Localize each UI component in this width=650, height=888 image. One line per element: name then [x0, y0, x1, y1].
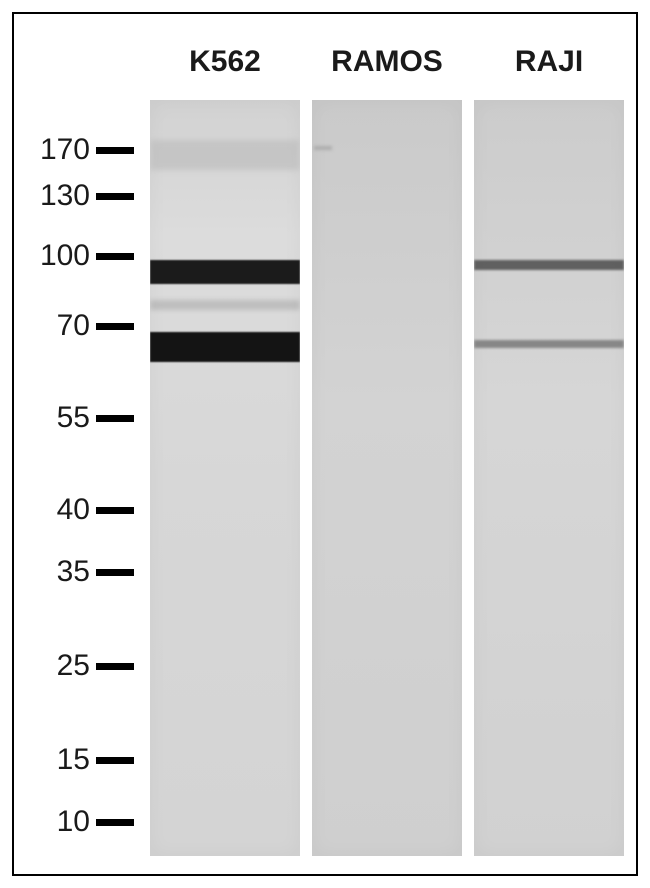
lane-label-k562: K562: [150, 45, 300, 79]
ladder-marker: 25: [24, 651, 134, 681]
band: [150, 140, 300, 170]
ladder-label: 15: [24, 745, 90, 775]
lane-label-ramos: RAMOS: [312, 45, 462, 79]
ladder-label: 35: [24, 557, 90, 587]
lane-raji: [474, 100, 624, 856]
ladder-marker: 130: [24, 181, 134, 211]
lane-k562: [150, 100, 300, 856]
lane-label-raji: RAJI: [474, 45, 624, 79]
band: [474, 260, 624, 270]
band: [314, 146, 332, 150]
ladder-tick: [96, 415, 134, 422]
band: [150, 260, 300, 284]
ladder-marker: 70: [24, 311, 134, 341]
lane-ramos: [312, 100, 462, 856]
band: [474, 340, 624, 348]
ladder-marker: 100: [24, 241, 134, 271]
band: [150, 332, 300, 362]
ladder-tick: [96, 663, 134, 670]
ladder-marker: 40: [24, 495, 134, 525]
ladder-tick: [96, 323, 134, 330]
ladder-tick: [96, 253, 134, 260]
ladder-marker: 10: [24, 807, 134, 837]
ladder-marker: 15: [24, 745, 134, 775]
ladder-tick: [96, 507, 134, 514]
ladder-label: 170: [24, 135, 90, 165]
ladder-tick: [96, 193, 134, 200]
ladder-label: 70: [24, 311, 90, 341]
ladder-tick: [96, 757, 134, 764]
ladder-tick: [96, 569, 134, 576]
ladder-tick: [96, 819, 134, 826]
band: [150, 300, 300, 310]
ladder-marker: 35: [24, 557, 134, 587]
ladder-marker: 170: [24, 135, 134, 165]
ladder-label: 10: [24, 807, 90, 837]
ladder-label: 130: [24, 181, 90, 211]
ladder-tick: [96, 147, 134, 154]
ladder-label: 55: [24, 403, 90, 433]
ladder-label: 100: [24, 241, 90, 271]
ladder-marker: 55: [24, 403, 134, 433]
ladder-label: 25: [24, 651, 90, 681]
ladder-label: 40: [24, 495, 90, 525]
